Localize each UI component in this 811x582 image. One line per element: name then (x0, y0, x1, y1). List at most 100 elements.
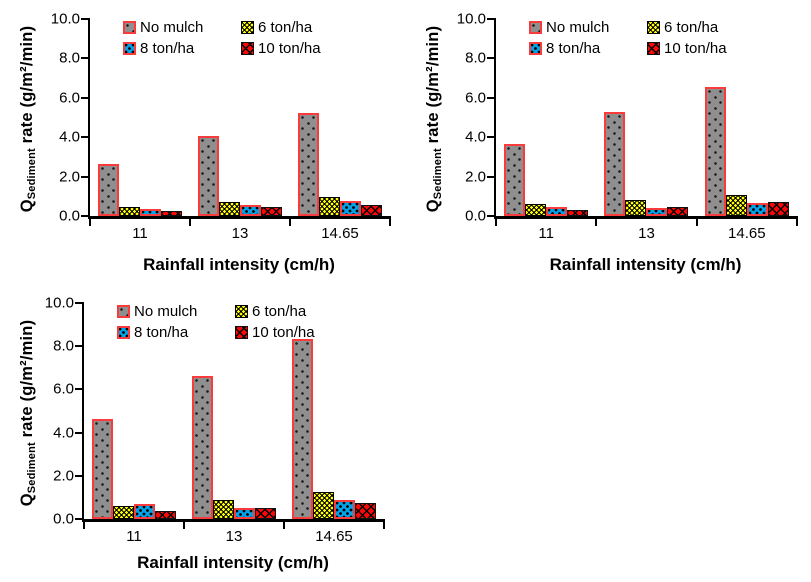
bar-t8-x11 (134, 504, 155, 519)
bar-t6-x11 (113, 505, 134, 519)
y-title-subscript: Sediment (26, 441, 38, 493)
bar-t8-x14.65 (746, 203, 768, 216)
y-tick-label: 8.0 (53, 337, 74, 355)
y-tick-label: 0.0 (53, 510, 74, 528)
bar-t10-x11 (567, 209, 589, 216)
legend-item-no-mulch: No mulch (123, 20, 241, 36)
x-category-label: 14.65 (321, 225, 359, 242)
y-tick-mark (81, 175, 90, 178)
bar-t8-x11 (140, 208, 161, 216)
x-tick-mark (796, 216, 798, 226)
legend-label: No mulch (140, 19, 204, 36)
x-category-label: 11 (126, 528, 142, 545)
x-tick-mark (282, 519, 285, 529)
plot-area: No mulch 6 ton/ha 8 ton/ha 10 ton/ha 0.0 2.0… (51, 12, 391, 241)
bar-t10-x14.65 (767, 202, 789, 216)
legend-label: 6 ton/ha (252, 303, 307, 320)
x-category-label: 14.65 (315, 528, 353, 545)
y-tick-label: 8.0 (59, 49, 80, 67)
y-tick-label: 10.0 (44, 294, 74, 312)
bar-no-mulch-x13 (604, 111, 626, 216)
bar-t8-x13 (234, 507, 255, 519)
legend-marker-t8 (123, 42, 136, 56)
y-tick-mark (81, 96, 90, 99)
legend-item-no-mulch: No mulch (117, 304, 235, 320)
legend-marker-t6 (647, 21, 660, 35)
bar-t6-x13 (213, 499, 234, 519)
y-tick-mark (487, 57, 496, 60)
y-tick-mark (81, 136, 90, 139)
bar-group-13 (596, 19, 696, 216)
y-tick-mark (487, 215, 496, 217)
bar-t6-x11 (119, 207, 140, 216)
legend-item-t8: 8 ton/ha (529, 40, 647, 57)
y-tick-label: 10.0 (456, 10, 486, 28)
chart-top-left: QSediment rate (g/m²/min) No mulch 6 ton/… (8, 5, 400, 283)
chart-top-right: QSediment rate (g/m²/min) No mulch 6 ton/… (414, 5, 807, 283)
y-tick-mark (75, 345, 84, 348)
y-tick-label: 0.0 (465, 207, 486, 225)
y-tick-label: 10.0 (50, 10, 80, 28)
bar-no-mulch-x14.65 (298, 112, 319, 216)
legend-marker-t10 (241, 42, 254, 56)
legend: No mulch 6 ton/ha 8 ton/ha 10 ton/ha (117, 304, 315, 341)
y-tick-mark (81, 57, 90, 60)
bar-t8-x11 (546, 207, 568, 216)
y-title-units: rate (g/m²/min) (18, 319, 36, 442)
y-tick-label: 6.0 (53, 380, 74, 398)
bar-t6-x11 (525, 204, 547, 216)
y-tick-label: 2.0 (59, 168, 80, 186)
legend-label: 6 ton/ha (664, 19, 719, 36)
bar-group-13 (190, 19, 290, 216)
x-tick-mark (182, 519, 185, 529)
legend-item-no-mulch: No mulch (529, 20, 647, 36)
x-category-label: 13 (225, 528, 243, 545)
legend: No mulch 6 ton/ha 8 ton/ha 10 ton/ha (123, 20, 321, 57)
bar-group-14.65 (290, 19, 390, 216)
legend-item-t10: 10 ton/ha (241, 40, 321, 57)
legend-label: 6 ton/ha (258, 19, 313, 36)
x-tick-mark (188, 216, 191, 226)
bar-t10-x14.65 (361, 204, 382, 216)
legend-item-t6: 6 ton/ha (241, 20, 321, 36)
y-tick-label: 2.0 (465, 168, 486, 186)
bar-group-14.65 (697, 19, 797, 216)
x-category-label: 13 (638, 225, 655, 242)
bar-t6-x14.65 (313, 491, 334, 519)
y-title-q: Q (18, 492, 36, 506)
legend-item-t8: 8 ton/ha (117, 324, 235, 341)
x-tick-mark (383, 519, 385, 529)
y-tick-label: 0.0 (59, 207, 80, 225)
legend-item-t6: 6 ton/ha (647, 20, 727, 36)
y-tick-label: 6.0 (465, 89, 486, 107)
bar-no-mulch-x13 (198, 136, 219, 216)
y-axis-title: QSediment rate (g/m²/min) (8, 303, 48, 522)
bar-t6-x13 (625, 200, 647, 216)
x-category-label: 13 (231, 225, 249, 242)
bar-no-mulch-x14.65 (292, 338, 313, 519)
y-tick-mark (81, 18, 90, 20)
bar-group-11 (496, 19, 596, 216)
bar-no-mulch-x11 (92, 418, 113, 519)
bar-no-mulch-x14.65 (704, 86, 726, 216)
bar-t6-x14.65 (319, 197, 340, 216)
legend-label: 10 ton/ha (664, 39, 727, 57)
y-tick-label: 6.0 (59, 89, 80, 107)
legend-label: No mulch (134, 303, 198, 320)
y-tick-mark (75, 474, 84, 477)
y-tick-mark (487, 18, 496, 20)
bar-t6-x13 (219, 202, 240, 216)
x-tick-mark (83, 519, 85, 529)
x-axis-title: Rainfall intensity (cm/h) (137, 553, 329, 572)
legend-marker-no-mulch (529, 21, 542, 35)
legend-item-t10: 10 ton/ha (235, 324, 315, 341)
y-tick-label: 4.0 (59, 128, 80, 146)
bar-t6-x14.65 (725, 195, 747, 216)
plot-area: No mulch 6 ton/ha 8 ton/ha 10 ton/ha 0.0 2.0… (457, 12, 798, 241)
bar-group-11 (90, 19, 190, 216)
chart-bottom-left: QSediment rate (g/m²/min) No mulch 6 ton/… (8, 293, 400, 579)
y-tick-mark (75, 431, 84, 434)
bar-t8-x14.65 (334, 499, 355, 519)
y-tick-label: 2.0 (53, 467, 74, 485)
bar-t10-x13 (667, 206, 689, 216)
